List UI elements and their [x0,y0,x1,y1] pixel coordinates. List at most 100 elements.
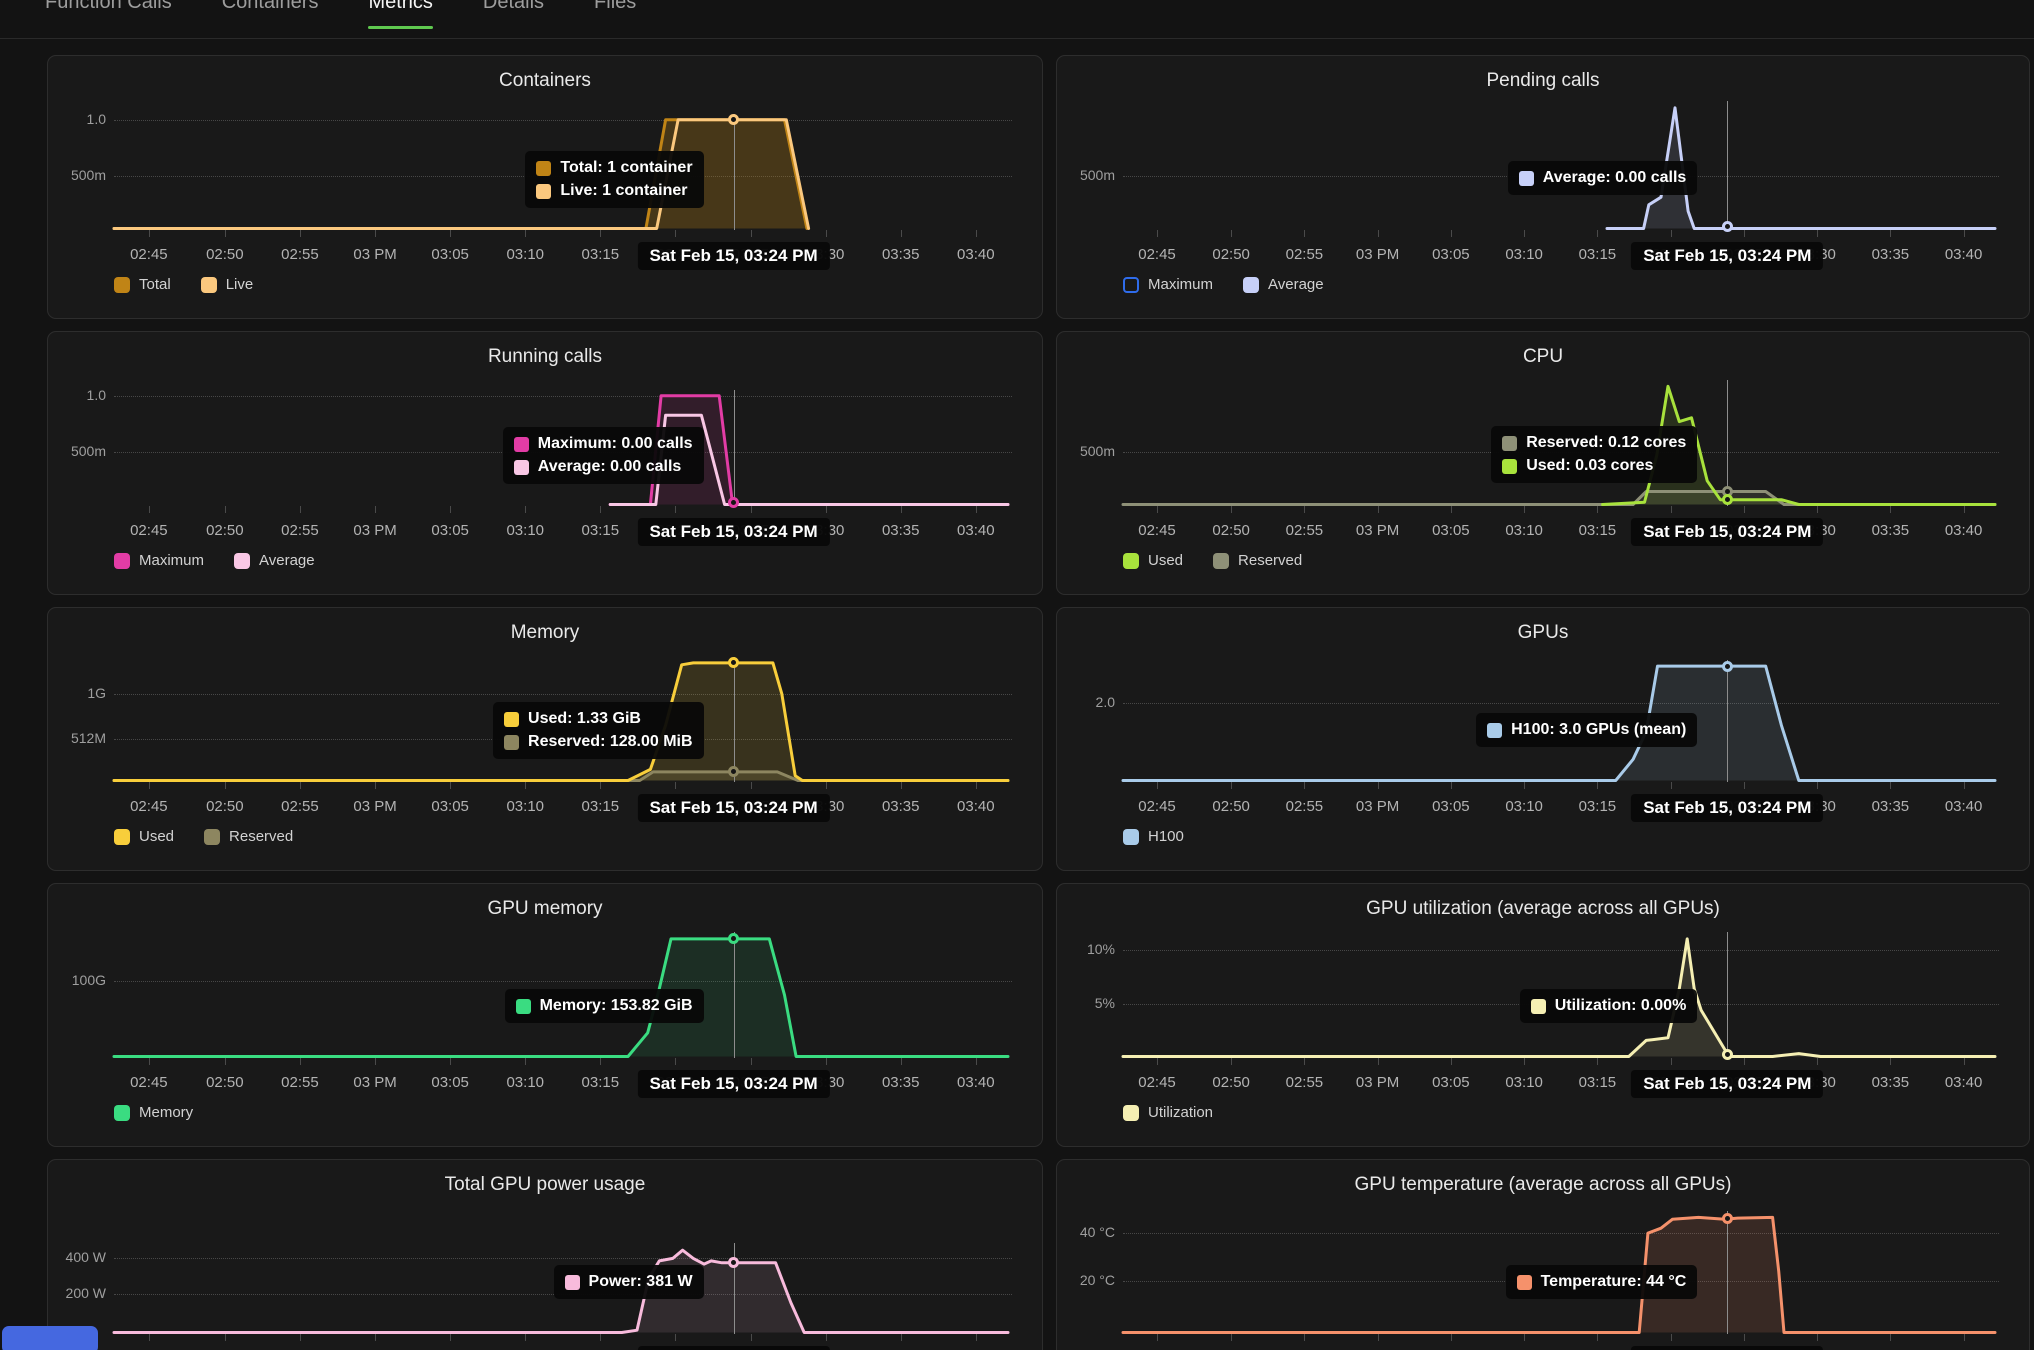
x-tick-label: 03:35 [881,1074,920,1091]
x-tick-mark [1817,230,1819,237]
tooltip-line: H100: 3.0 GPUs (mean) [1487,721,1686,739]
tooltip-line: Reserved: 128.00 MiB [504,733,693,751]
legend-item-utilization[interactable]: Utilization [1123,1104,1213,1121]
x-tick-mark [1890,506,1892,513]
legend-item-average[interactable]: Average [1243,276,1324,293]
time-tooltip: Sat Feb 15, 03:24 PM [637,1346,830,1350]
tooltip-line: Maximum: 0.00 calls [513,435,693,453]
x-tick-label: 03:35 [1871,522,1910,539]
legend-item-reserved[interactable]: Reserved [204,828,293,845]
tab-function-calls[interactable]: Function Calls [45,0,172,13]
legend-item-used[interactable]: Used [114,828,174,845]
tab-details[interactable]: Details [482,0,545,13]
x-tick-label: 03:35 [881,246,920,263]
x-tick-mark [525,506,527,513]
time-tooltip: Sat Feb 15, 03:24 PM [637,518,830,546]
x-tick-label: 02:50 [1212,522,1250,539]
x-tick-mark [1743,1334,1745,1341]
chart-panel-gpu-memory: GPU memory Memory 100G 02:45 02:50 02:55 03 … [47,883,1043,1147]
tab-files[interactable]: Files [594,0,637,13]
chart-legend: Maximum Average [114,552,315,569]
tab-containers[interactable]: Containers [221,0,319,13]
y-tick-label: 500m [1079,442,1115,459]
x-tick-label: 02:50 [1212,798,1250,815]
x-tick-mark [675,506,677,513]
tooltip-swatch [513,459,529,475]
chart-plot-area[interactable] [1121,932,1997,1058]
x-tick-label: 02:50 [1212,1074,1250,1091]
legend-item-h100[interactable]: H100 [1123,828,1184,845]
x-tick-label: 02:55 [1285,1074,1324,1091]
y-tick-label: 1G [87,684,106,701]
x-tick-label: 03 PM [353,246,397,263]
legend-item-maximum[interactable]: Maximum [1123,276,1213,293]
x-tick-mark [450,230,452,237]
legend-item-live[interactable]: Live [200,276,253,293]
x-tick-label: 02:55 [281,522,319,539]
tab-metrics[interactable]: Metrics [368,0,433,29]
legend-item-average[interactable]: Average [234,552,315,569]
y-tick-label: 5% [1094,994,1115,1011]
x-tick-label: 03:15 [581,1074,620,1091]
x-tick-label: 03:10 [506,246,545,263]
x-tick-mark [299,1058,301,1065]
x-tick-label: 03:05 [1432,798,1470,815]
chart-plot-area[interactable] [114,380,1010,506]
tooltip-text: Power: 381 W [588,1273,693,1290]
value-tooltip: Power: 381 W [553,1265,704,1299]
x-tick-mark [1450,506,1452,513]
series-line-average [1605,106,1997,230]
legend-item-memory[interactable]: Memory [114,1104,193,1121]
x-tick-mark [1963,1334,1965,1341]
x-tick-label: 03:05 [431,798,469,815]
x-tick-label: 02:45 [1138,798,1176,815]
chart-plot-area[interactable] [1121,656,1997,782]
chart-legend: Used Reserved [1123,552,1302,569]
x-tick-mark [375,230,377,237]
x-tick-mark [299,1334,301,1341]
x-tick-mark [825,230,827,237]
x-tick-mark [975,230,977,237]
status-bubble[interactable] [2,1326,98,1350]
tooltip-text: Temperature: 44 °C [1540,1273,1687,1290]
chart-plot-area[interactable] [112,1208,1010,1334]
chart-title: Containers [499,70,591,91]
crosshair-line [1727,659,1729,782]
crosshair-line [1727,101,1729,230]
x-tick-label: 02:55 [1285,798,1324,815]
series-line-average [608,413,1010,506]
series-line-live [112,118,811,230]
chart-plot-area[interactable] [112,932,1010,1058]
chart-panel-containers: Containers Total Live 1.0 500m 02:45 02:50 02… [47,55,1043,319]
tooltip-line: Used: 0.03 cores [1502,457,1686,475]
x-tick-label: 02:45 [1138,1074,1176,1091]
x-tick-mark [1963,230,1965,237]
x-tick-mark [450,1334,452,1341]
crosshair-line [733,932,735,1058]
x-tick-label: 02:50 [206,798,244,815]
time-tooltip: Sat Feb 15, 03:24 PM [1631,794,1824,822]
y-gridline [1123,1233,1999,1235]
chart-plot-area[interactable] [1123,104,1997,230]
chart-title: CPU [1522,346,1564,367]
tooltip-line: Total: 1 container [536,159,693,177]
chart-plot-area[interactable] [112,656,1010,782]
x-tick-mark [1670,506,1672,513]
chart-panel-pending-calls: Pending calls Maximum Average 500m 02:45 02… [1056,55,2030,319]
time-tooltip: Sat Feb 15, 03:24 PM [1631,242,1824,270]
x-tick-label: 03:10 [506,522,545,539]
x-tick-mark [299,782,301,789]
legend-item-reserved[interactable]: Reserved [1213,552,1302,569]
chart-plot-area[interactable] [1121,1208,1997,1334]
value-tooltip: H100: 3.0 GPUs (mean) [1476,713,1698,747]
legend-item-maximum[interactable]: Maximum [114,552,204,569]
tooltip-text: Memory: 153.82 GiB [539,997,693,1014]
x-tick-mark [1670,782,1672,789]
series-line-temperature [1121,1215,1997,1334]
legend-item-used[interactable]: Used [1123,552,1183,569]
legend-item-total[interactable]: Total [114,276,171,293]
x-tick-mark [224,506,226,513]
x-tick-mark [1157,1334,1158,1341]
legend-swatch [1243,276,1260,293]
chart-panel-gpu-utilization-average-across-all-gpus: GPU utilization (average across all GPUs… [1056,883,2030,1147]
